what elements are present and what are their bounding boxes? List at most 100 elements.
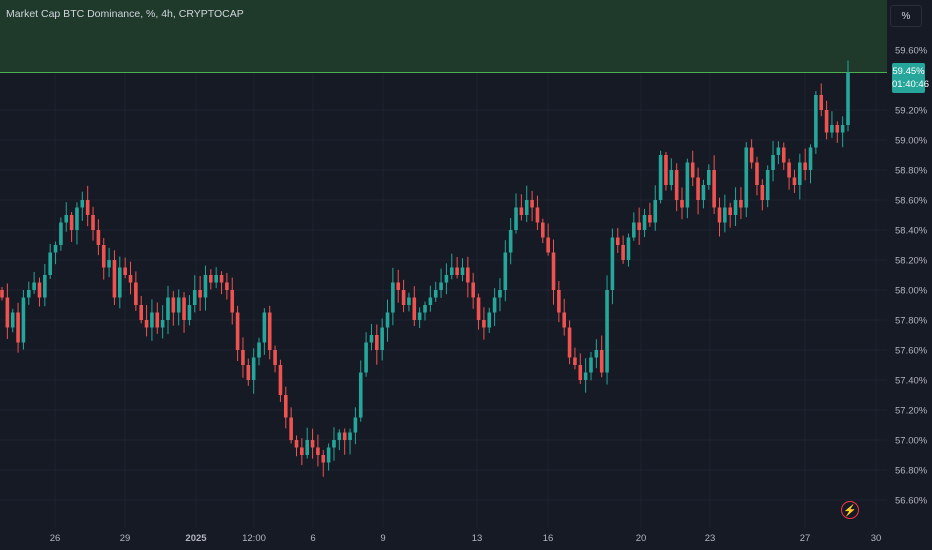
candle bbox=[407, 292, 411, 312]
candle bbox=[444, 263, 449, 295]
candle bbox=[482, 307, 486, 340]
candle bbox=[412, 286, 417, 327]
y-tick-label: 57.80% bbox=[895, 316, 928, 327]
candle bbox=[321, 449, 326, 477]
candle bbox=[669, 158, 674, 191]
candle bbox=[508, 217, 513, 265]
candle bbox=[573, 347, 577, 370]
lightning-icon[interactable]: ⚡ bbox=[841, 501, 859, 519]
candle bbox=[546, 223, 550, 256]
x-tick-label: 12:00 bbox=[242, 533, 266, 544]
candle bbox=[423, 301, 427, 321]
candle bbox=[123, 257, 127, 279]
x-tick-label: 2025 bbox=[185, 533, 207, 544]
candle bbox=[53, 241, 58, 265]
candle bbox=[43, 263, 47, 307]
time-axis[interactable]: 26 29 2025 12:00 6 9 13 16 20 23 27 30 bbox=[50, 533, 882, 544]
candle bbox=[776, 141, 781, 165]
unit-button[interactable]: % bbox=[890, 5, 922, 27]
candle bbox=[615, 227, 620, 253]
candle bbox=[808, 144, 813, 184]
candle bbox=[150, 299, 154, 341]
candle bbox=[176, 289, 181, 326]
candle bbox=[449, 253, 454, 280]
x-tick-label: 20 bbox=[636, 533, 647, 544]
candle bbox=[134, 271, 138, 311]
candle bbox=[658, 150, 663, 204]
candle bbox=[75, 202, 79, 245]
candle bbox=[632, 212, 636, 241]
candle bbox=[637, 207, 641, 245]
candle bbox=[375, 324, 379, 365]
candle bbox=[246, 358, 251, 386]
candle bbox=[648, 202, 652, 227]
candle bbox=[305, 427, 310, 459]
x-tick-label: 23 bbox=[705, 533, 716, 544]
candle bbox=[117, 256, 122, 309]
candle bbox=[316, 434, 320, 467]
candle bbox=[605, 275, 609, 385]
candle bbox=[353, 407, 358, 445]
candle bbox=[101, 238, 106, 280]
candle bbox=[364, 332, 368, 377]
y-tick-label: 58.80% bbox=[895, 166, 928, 177]
candle bbox=[166, 285, 170, 335]
candle bbox=[760, 179, 765, 211]
y-tick-label: 58.40% bbox=[895, 226, 928, 237]
candle bbox=[723, 194, 727, 233]
candle bbox=[80, 191, 85, 221]
candle bbox=[235, 305, 240, 362]
price-axis[interactable]: 59.60% 59.20% 59.00% 58.80% 58.60% 58.40% 58.2… bbox=[895, 46, 928, 507]
candle bbox=[401, 279, 406, 313]
candle bbox=[37, 277, 42, 307]
candle bbox=[219, 271, 224, 295]
candle bbox=[653, 185, 658, 231]
candle bbox=[251, 348, 256, 394]
candle bbox=[642, 208, 647, 238]
candle bbox=[594, 339, 599, 369]
candle bbox=[551, 239, 556, 305]
candle bbox=[348, 428, 352, 455]
candle bbox=[187, 295, 192, 326]
x-tick-label: 6 bbox=[310, 533, 315, 544]
candle bbox=[583, 358, 588, 393]
candle bbox=[696, 167, 700, 215]
candle bbox=[10, 308, 15, 333]
x-tick-label: 30 bbox=[871, 533, 882, 544]
y-tick-label: 59.60% bbox=[895, 46, 928, 57]
level-band bbox=[0, 0, 887, 73]
y-tick-label: 58.00% bbox=[895, 286, 928, 297]
candle bbox=[26, 281, 31, 305]
candle bbox=[840, 116, 845, 148]
candle bbox=[128, 261, 133, 295]
candle bbox=[664, 151, 668, 191]
last-price-tag: 59.45% 01:40:46 bbox=[892, 63, 929, 93]
x-tick-label: 9 bbox=[380, 533, 385, 544]
candle bbox=[273, 345, 277, 373]
candle bbox=[198, 275, 202, 311]
candle bbox=[492, 288, 497, 327]
candle bbox=[610, 228, 615, 305]
candle bbox=[203, 265, 208, 311]
candle bbox=[96, 219, 101, 256]
candle bbox=[787, 158, 791, 190]
candle bbox=[803, 148, 807, 181]
candle bbox=[283, 386, 288, 429]
candle bbox=[428, 285, 433, 312]
y-tick-label: 57.20% bbox=[895, 406, 928, 417]
candle bbox=[728, 202, 733, 228]
candle bbox=[717, 197, 722, 237]
candle bbox=[48, 243, 52, 279]
candle bbox=[32, 271, 36, 294]
candle bbox=[819, 83, 824, 117]
candle bbox=[460, 258, 465, 282]
candle bbox=[257, 337, 261, 366]
last-price-value: 59.45% bbox=[892, 66, 925, 77]
y-tick-label: 58.20% bbox=[895, 256, 928, 267]
candle bbox=[85, 185, 90, 227]
candle bbox=[589, 352, 593, 381]
candle bbox=[519, 194, 524, 221]
candle bbox=[739, 187, 743, 220]
candle bbox=[144, 305, 149, 337]
